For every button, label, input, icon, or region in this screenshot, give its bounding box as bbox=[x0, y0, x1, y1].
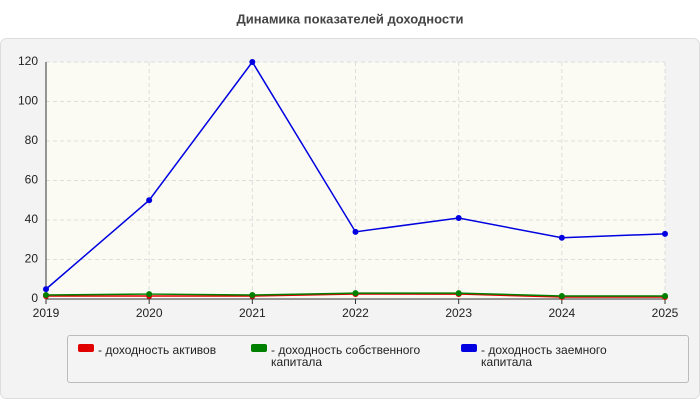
data-point bbox=[43, 292, 49, 299]
legend-item: - доходность заемного капитала bbox=[461, 344, 641, 368]
data-point bbox=[352, 290, 359, 297]
data-point bbox=[249, 292, 256, 299]
data-point bbox=[249, 59, 256, 65]
legend-item: - доходность собственного капитала bbox=[251, 344, 441, 368]
legend: - доходность активов - доходность собстве… bbox=[67, 335, 689, 383]
y-tick-label: 100 bbox=[18, 94, 38, 108]
legend-label: - доходность собственного капитала bbox=[271, 343, 421, 369]
data-point bbox=[662, 293, 668, 300]
y-tick-label: 120 bbox=[18, 54, 38, 68]
data-point bbox=[43, 286, 49, 293]
x-tick-label: 2022 bbox=[342, 306, 369, 320]
y-tick-label: 80 bbox=[25, 133, 39, 147]
x-tick-label: 2024 bbox=[548, 306, 575, 320]
data-point bbox=[455, 290, 462, 297]
legend-swatch bbox=[251, 344, 267, 352]
legend-label: - доходность активов bbox=[98, 343, 217, 357]
y-tick-label: 60 bbox=[25, 173, 39, 187]
legend-label: - доходность заемного капитала bbox=[481, 343, 607, 369]
x-tick-label: 2023 bbox=[445, 306, 472, 320]
y-tick-label: 0 bbox=[31, 291, 38, 305]
legend-swatch bbox=[78, 344, 94, 352]
legend-item: - доходность активов bbox=[78, 344, 238, 356]
x-tick-label: 2025 bbox=[652, 306, 679, 320]
x-tick-label: 2019 bbox=[33, 306, 60, 320]
data-point bbox=[146, 197, 153, 204]
y-tick-label: 40 bbox=[25, 212, 39, 226]
data-point bbox=[558, 293, 565, 300]
chart-title: Динамика показателей доходности bbox=[236, 11, 463, 26]
x-tick-label: 2021 bbox=[239, 306, 266, 320]
legend-swatch bbox=[461, 344, 477, 352]
data-point bbox=[662, 230, 668, 237]
y-tick-label: 20 bbox=[25, 252, 39, 266]
x-tick-label: 2020 bbox=[136, 306, 163, 320]
data-point bbox=[455, 215, 462, 222]
data-point bbox=[558, 234, 565, 241]
data-point bbox=[352, 228, 359, 235]
data-point bbox=[146, 291, 153, 298]
